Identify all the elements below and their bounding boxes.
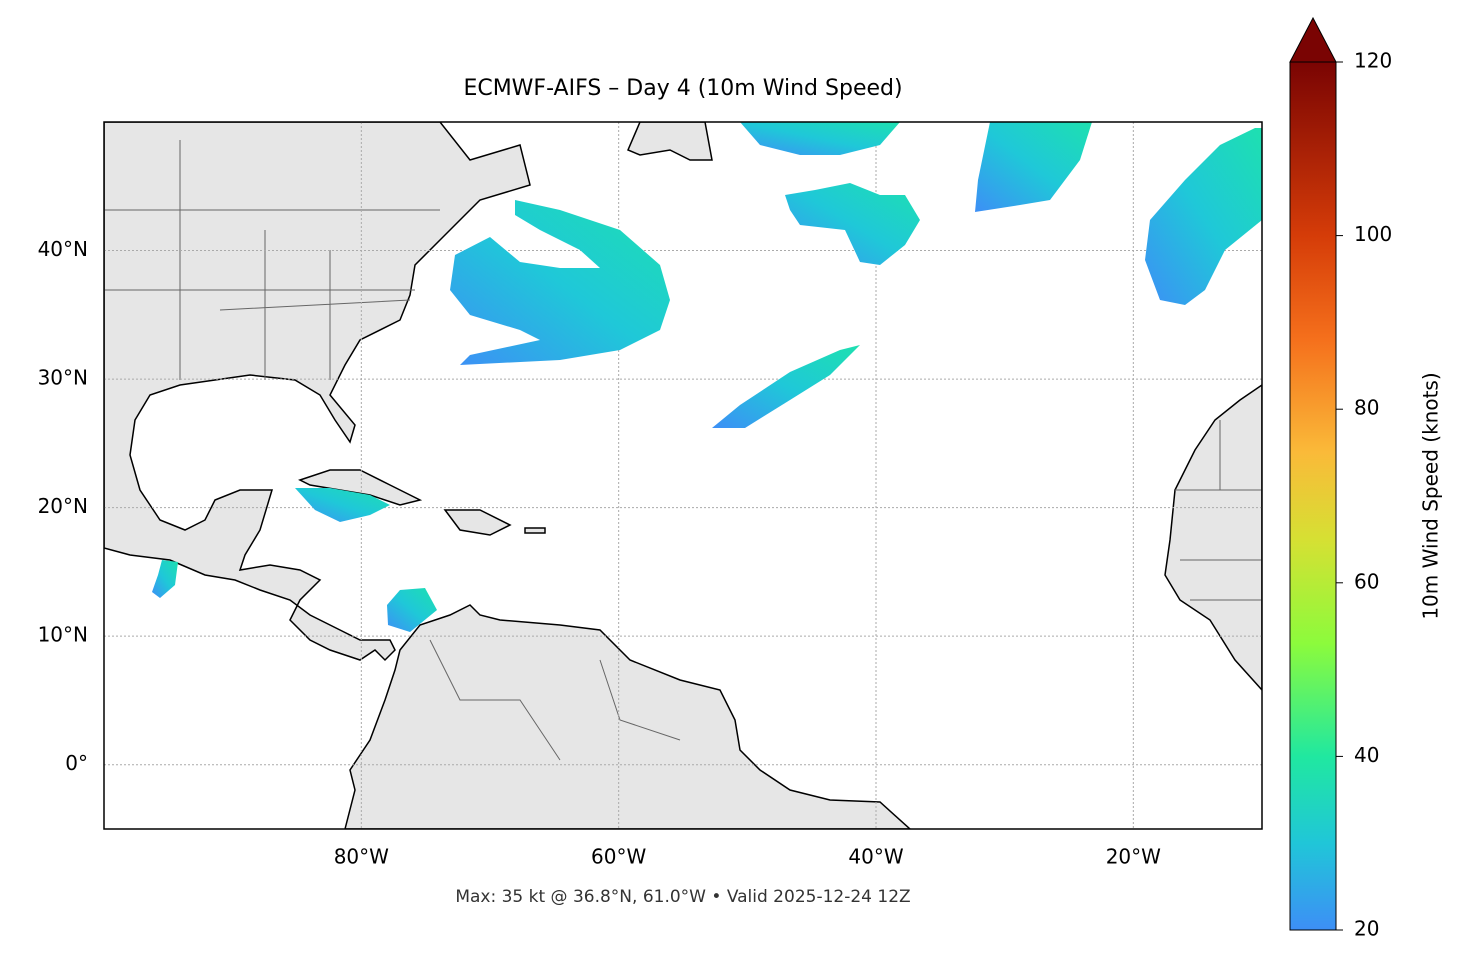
lon-tick-label: 40°W [848,845,903,869]
lon-tick-label: 20°W [1106,845,1161,869]
map-title: ECMWF-AIFS – Day 4 (10m Wind Speed) [463,76,902,101]
axis-ticks: 80°W 60°W 40°W 20°W 0° 10°N 20°N 30°N 40°N [38,237,1162,868]
lat-tick-label: 0° [65,751,88,775]
newfoundland [627,122,713,161]
lon-tick-label: 80°W [334,845,389,869]
lat-tick-label: 10°N [38,623,88,647]
colorbar-ticks: 20 40 60 80 100 120 [1336,49,1392,941]
north-america [104,122,531,662]
wind-area [295,488,390,522]
lon-tick-label: 60°W [591,845,646,869]
lat-tick-label: 40°N [38,237,88,261]
map-area [104,122,1262,829]
wind-area [975,122,1092,212]
south-america [344,604,912,829]
puerto-rico [524,527,546,534]
colorbar-tick-label: 100 [1354,222,1392,246]
wind-area [152,560,178,598]
wind-area [740,122,900,155]
colorbar-tick-label: 20 [1354,917,1379,941]
footer-note: Max: 35 kt @ 36.8°N, 61.0°W • Valid 2025… [455,887,910,907]
colorbar-tick-label: 60 [1354,569,1379,593]
colorbar-tick-label: 40 [1354,743,1379,767]
colorbar-bar [1289,61,1337,931]
colorbar-tick-label: 120 [1354,49,1392,73]
cuba [298,469,423,506]
borders [104,140,1262,761]
colorbar-label: 10m Wind Speed (knots) [1419,372,1443,619]
lat-tick-label: 20°N [38,494,88,518]
wind-area [785,183,920,265]
wind-area [450,200,670,365]
wind-area [387,588,437,632]
wind-field [152,122,1262,632]
wind-area [1145,128,1262,305]
grid [104,122,1262,829]
colorbar-extend [1289,16,1337,63]
colorbar: 20 40 60 80 100 120 10m Wind Speed (knots) [1289,16,1443,941]
map-frame [103,121,1263,830]
wind-area [712,345,860,428]
africa [1164,384,1262,692]
hispaniola [443,509,512,536]
lat-tick-label: 30°N [38,366,88,390]
colorbar-tick-label: 80 [1354,396,1379,420]
